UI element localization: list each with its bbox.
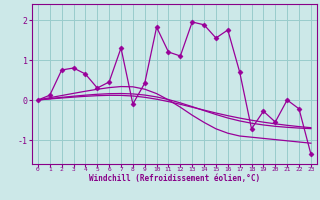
X-axis label: Windchill (Refroidissement éolien,°C): Windchill (Refroidissement éolien,°C)	[89, 174, 260, 183]
